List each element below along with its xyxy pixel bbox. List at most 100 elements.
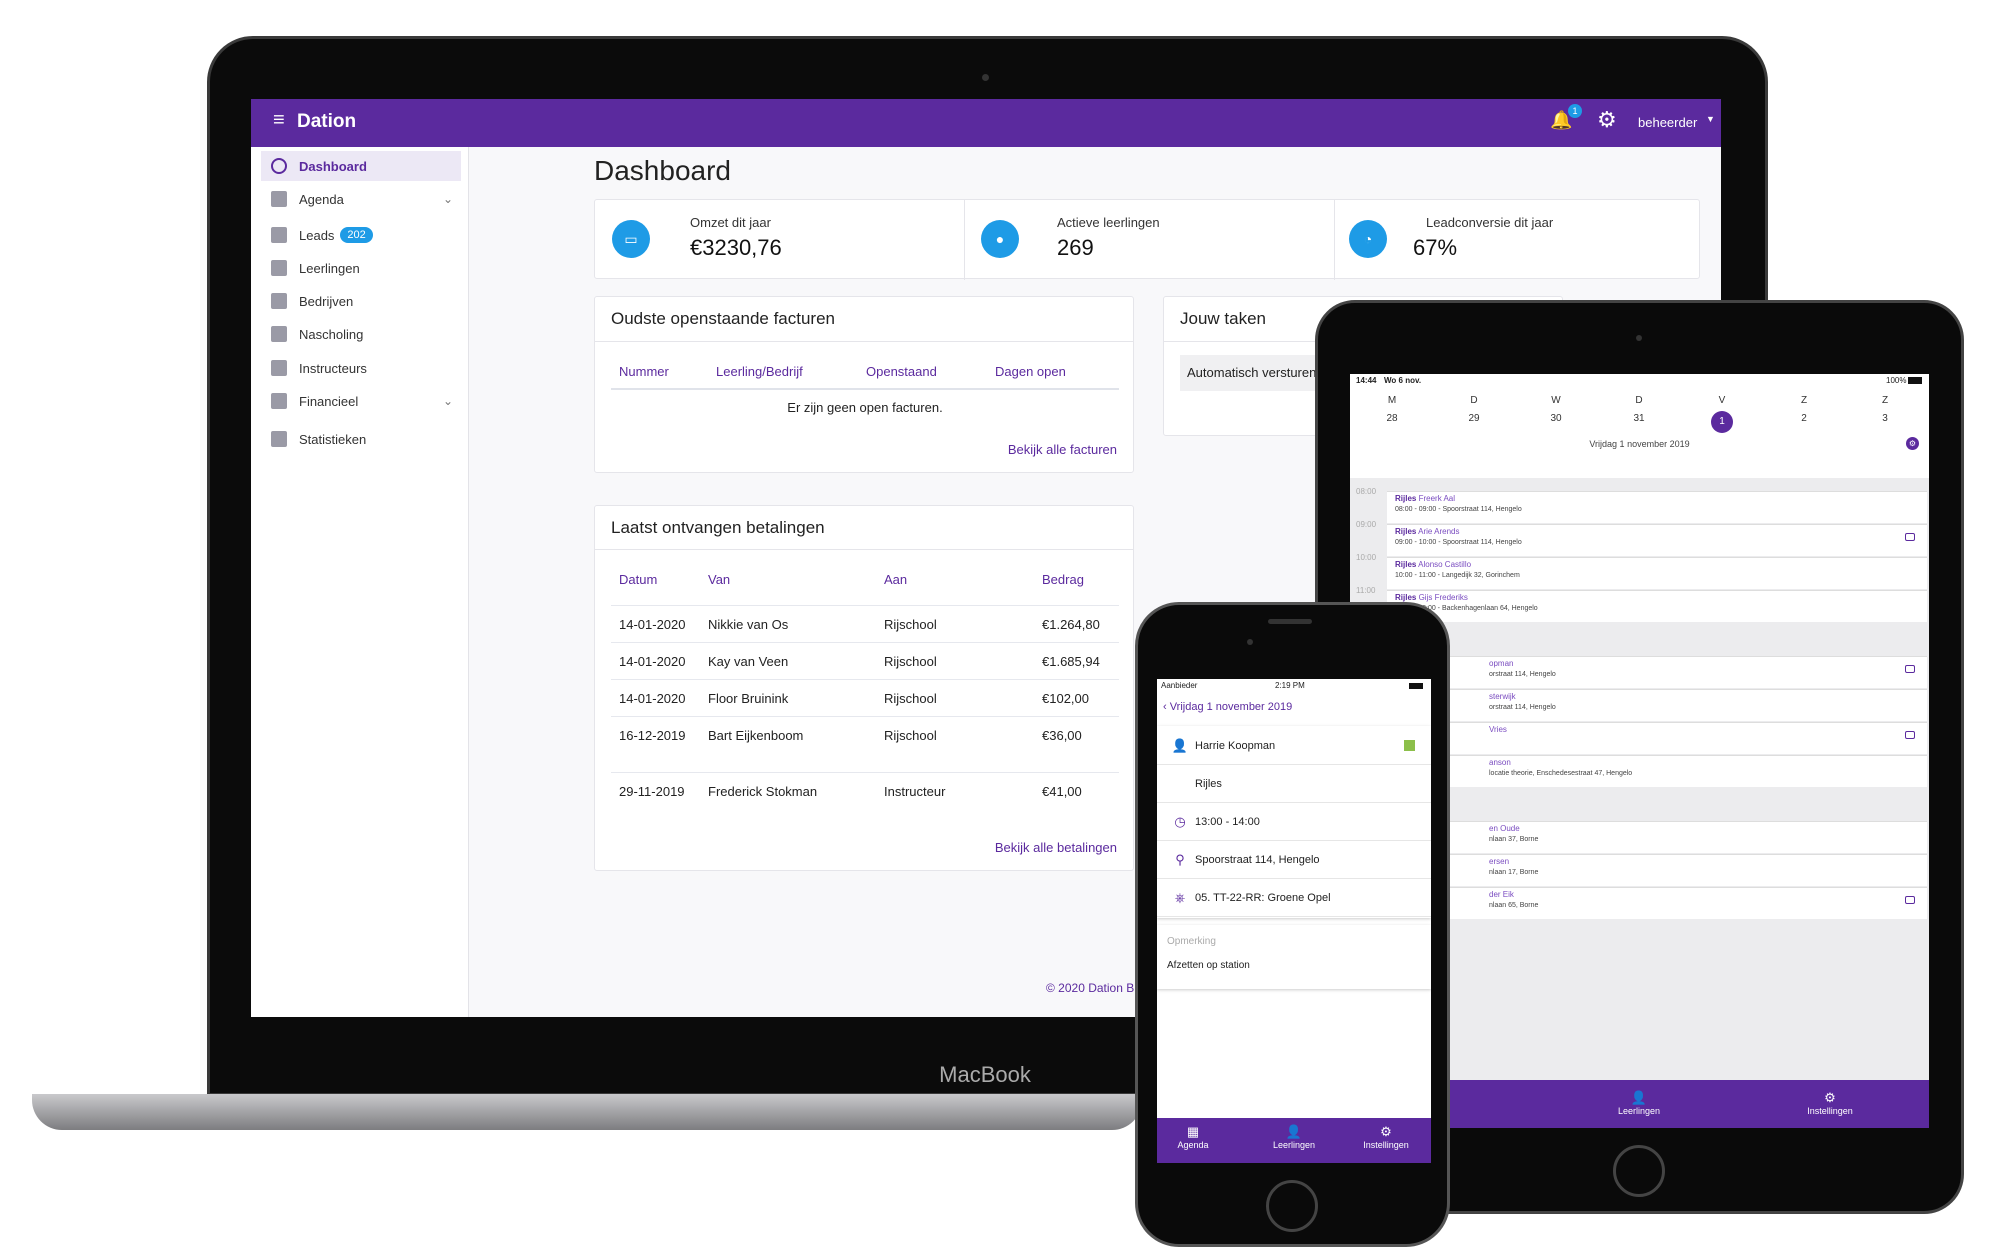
sidebar-item-bedrijven[interactable]: Bedrijven <box>261 286 461 316</box>
view-all-payments-link[interactable]: Bekijk alle betalingen <box>994 840 1117 855</box>
sidebar-item-statistieken[interactable]: Statistieken <box>261 424 461 454</box>
back-button[interactable]: ‹ Vrijdag 1 november 2019 <box>1163 701 1293 713</box>
bus-icon <box>271 326 287 342</box>
sidebar-item-leads[interactable]: Leads 202 <box>261 220 461 250</box>
event-item[interactable]: ersen nlaan 17, Borne <box>1387 854 1927 886</box>
date-28[interactable]: 28 <box>1386 413 1398 424</box>
column-header[interactable]: Aan <box>884 572 908 587</box>
tab-leerlingen[interactable]: 👤 Leerlingen <box>1594 1090 1684 1116</box>
sidebar-item-leerlingen[interactable]: Leerlingen <box>261 253 461 283</box>
sidebar-item-financieel[interactable]: Financieel ⌄ <box>261 386 461 416</box>
settings-icon[interactable]: ⚙ <box>1906 437 1919 450</box>
view-all-invoices-link[interactable]: Bekijk alle facturen <box>1007 442 1117 457</box>
date-29[interactable]: 29 <box>1468 413 1480 424</box>
column-header[interactable]: Datum <box>619 572 658 587</box>
column-header[interactable]: Openstaand <box>866 364 937 379</box>
event-title: Vries <box>1489 725 1507 734</box>
card-title: Laatst ontvangen betalingen <box>611 518 825 537</box>
chevron-down-icon[interactable]: ⌄ <box>442 192 453 206</box>
event-item[interactable]: en Oude nlaan 37, Borne <box>1387 821 1927 853</box>
wallet-icon: ▭ <box>612 220 650 258</box>
user-icon: 👤 <box>1285 1124 1303 1139</box>
event-item[interactable]: anson locatie theorie, Enschedesestraat 4… <box>1387 755 1927 787</box>
event-item[interactable]: sterwijk orstraat 114, Hengelo <box>1387 689 1927 721</box>
bar-chart-icon <box>271 431 287 447</box>
column-header[interactable]: Bedrag <box>1042 572 1084 587</box>
event-detail: orstraat 114, Hengelo <box>1489 671 1556 678</box>
tab-leerlingen[interactable]: 👤 Leerlingen <box>1249 1124 1339 1150</box>
status-indicator <box>1404 740 1415 751</box>
sidebar-item-agenda[interactable]: Agenda ⌄ <box>261 184 461 214</box>
battery-level: 100% <box>1886 376 1907 385</box>
chevron-down-icon[interactable]: ⌄ <box>442 394 453 408</box>
top-navbar: ≡ Dation 🔔 1 ⚙ beheerder ▼ <box>251 99 1721 147</box>
table-cell: Instructeur <box>884 784 946 799</box>
footer-copyright: © 2020 Dation B <box>1046 981 1135 995</box>
event-item[interactable]: Rijles Alonso Castillo 10:00 - 11:00 - La… <box>1387 557 1927 589</box>
column-header[interactable]: Van <box>708 572 731 587</box>
event-item[interactable]: Rijles Gijs Frederiks 11:00 - 12:00 - Bac… <box>1387 590 1927 622</box>
hamburger-menu-icon[interactable]: ≡ <box>273 109 285 131</box>
date-30[interactable]: 30 <box>1550 413 1562 424</box>
vehicle-row[interactable]: ⎈ 05. TT-22-RR: Groene Opel <box>1157 879 1431 917</box>
table-cell: Bart Eijkenboom <box>708 728 804 743</box>
caret-down-icon[interactable]: ▼ <box>1706 114 1715 124</box>
sidebar-item-nascholing[interactable]: Nascholing <box>261 319 461 349</box>
event-item[interactable]: der Eik nlaan 65, Borne <box>1387 887 1927 919</box>
comment-icon[interactable] <box>1905 731 1915 739</box>
date-2[interactable]: 2 <box>1801 413 1807 424</box>
column-header[interactable]: Nummer <box>619 364 669 379</box>
event-title: opman <box>1489 659 1514 668</box>
tablet-screen: 14:44 Wo 6 nov. 100% M 28 D 29 W 30 D 31 V 1 Z 2 Z 3 … <box>1350 374 1929 1128</box>
event-item[interactable]: Vries <box>1387 722 1927 754</box>
bell-icon[interactable]: 🔔 <box>1550 110 1573 130</box>
event-detail: locatie theorie, Enschedesestraat 47, He… <box>1489 770 1633 777</box>
event-item[interactable]: opman orstraat 114, Hengelo <box>1387 656 1927 688</box>
invoices-card: Oudste openstaande facturen Nummer Leerl… <box>594 296 1134 473</box>
sidebar-item-label: Statistieken <box>299 431 367 447</box>
phone-camera <box>1247 639 1253 645</box>
stat-label: Actieve leerlingen <box>1057 215 1160 230</box>
table-cell: 14-01-2020 <box>619 691 686 706</box>
event-detail: nlaan 17, Borne <box>1489 869 1539 876</box>
phone-home-button[interactable] <box>1266 1180 1318 1232</box>
gear-icon: ⚙ <box>1824 1090 1836 1105</box>
gear-icon[interactable]: ⚙ <box>1597 107 1617 132</box>
date-31[interactable]: 31 <box>1633 413 1645 424</box>
location-row[interactable]: ⚲ Spoorstraat 114, Hengelo <box>1157 841 1431 879</box>
clock-icon: ◷ <box>1174 813 1186 829</box>
app-title[interactable]: Dation <box>297 111 357 132</box>
event-title: Rijles Freerk Aal <box>1395 494 1456 503</box>
date-1[interactable]: 1 <box>1711 411 1733 433</box>
table-cell: Rijschool <box>884 691 937 706</box>
event-item[interactable]: Rijles Freerk Aal 08:00 - 09:00 - Spoorst… <box>1387 491 1927 523</box>
comment-icon[interactable] <box>1905 896 1915 904</box>
column-header[interactable]: Leerling/Bedrijf <box>716 364 803 379</box>
phone-tab-bar: ▦ Agenda 👤 Leerlingen ⚙ Instellingen <box>1157 1118 1431 1163</box>
table-cell: Kay van Veen <box>708 654 789 669</box>
student-row[interactable]: 👤 Harrie Koopman <box>1157 727 1431 765</box>
notification-badge: 1 <box>1568 104 1582 118</box>
event-item[interactable]: Rijles Arie Arends 09:00 - 10:00 - Spoors… <box>1387 524 1927 556</box>
comment-icon[interactable] <box>1905 533 1915 541</box>
column-header[interactable]: Dagen open <box>995 364 1066 379</box>
tab-instellingen[interactable]: ⚙ Instellingen <box>1785 1090 1875 1116</box>
date-3[interactable]: 3 <box>1882 413 1888 424</box>
student-name: Harrie Koopman <box>1195 739 1276 752</box>
tab-instellingen[interactable]: ⚙ Instellingen <box>1341 1124 1431 1150</box>
sidebar-item-label: Dashboard <box>299 158 367 174</box>
tablet-home-button[interactable] <box>1613 1145 1665 1197</box>
table-cell: Rijschool <box>884 654 937 669</box>
time-label: 11:00 <box>1356 586 1376 595</box>
tab-agenda[interactable]: ▦ Agenda <box>1157 1124 1238 1150</box>
table-cell: Nikkie van Os <box>708 617 789 632</box>
sidebar-item-label: Leads <box>299 227 335 243</box>
event-title: Rijles Gijs Frederiks <box>1395 593 1468 602</box>
comment-icon[interactable] <box>1905 665 1915 673</box>
sidebar-item-dashboard[interactable]: Dashboard <box>261 151 461 181</box>
laptop-camera <box>982 74 989 81</box>
sidebar-item-instructeurs[interactable]: Instructeurs <box>261 353 461 383</box>
calendar-icon <box>271 191 287 207</box>
tablet-camera <box>1636 335 1642 341</box>
user-menu[interactable]: beheerder <box>1638 115 1698 130</box>
